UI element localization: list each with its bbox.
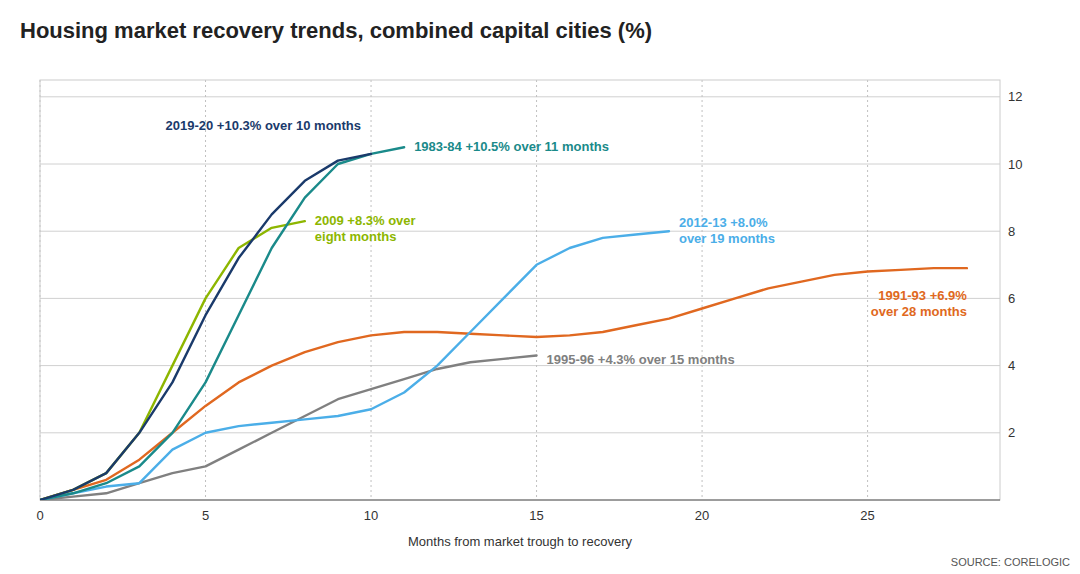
source: SOURCE: CORELOGIC: [951, 556, 1070, 568]
x-tick-label: 0: [36, 508, 43, 523]
lines: [40, 147, 967, 500]
y-grid-line: [40, 96, 1000, 97]
y-grid-line: [40, 164, 1000, 165]
x-tick-label: 25: [860, 508, 874, 523]
y-tick-label: 12: [1008, 89, 1022, 104]
annotation: 1983-84 +10.5% over 11 months: [414, 139, 609, 154]
y-grid-line: [40, 298, 1000, 299]
annotation: 2012-13 +8.0%over 19 months: [679, 215, 775, 246]
title: Housing market recovery trends, combined…: [20, 18, 652, 43]
annotation: 2009 +8.3% overeight months: [315, 213, 416, 244]
chart: Housing market recovery trends, combined…: [0, 0, 1080, 574]
y-tick-label: 10: [1008, 157, 1022, 172]
annotation: 2019-20 +10.3% over 10 months: [166, 118, 361, 133]
series-line: [40, 147, 404, 500]
series-line: [40, 154, 371, 500]
x-tick-label: 5: [202, 508, 209, 523]
x-axis-line: [40, 499, 1000, 500]
annotations: 2019-20 +10.3% over 10 months 1983-84 +10…: [166, 118, 968, 367]
annotation: 1995-96 +4.3% over 15 months: [547, 352, 735, 367]
x-grid-line: [702, 80, 703, 500]
x-tick-label: 15: [529, 508, 543, 523]
plot-frame: [40, 80, 1000, 500]
x-tick-label: 10: [364, 508, 378, 523]
y-grid-line: [40, 231, 1000, 232]
y-tick-label: 6: [1008, 291, 1015, 306]
x-grid-line: [867, 80, 868, 500]
y-tick-label: 8: [1008, 224, 1015, 239]
grid: [40, 80, 1000, 500]
annotation: 1991-93 +6.9%over 28 months: [871, 288, 968, 319]
y-tick-label: 4: [1008, 358, 1015, 373]
x-axis-label: Months from market trough to recovery: [408, 534, 632, 549]
y-tick-label: 2: [1008, 425, 1015, 440]
y-grid-line: [40, 365, 1000, 366]
series-line: [40, 268, 967, 500]
x-grid-line: [205, 80, 206, 500]
y-grid-line: [40, 432, 1000, 433]
x-tick-label: 20: [695, 508, 709, 523]
x-grid-line: [371, 80, 372, 500]
